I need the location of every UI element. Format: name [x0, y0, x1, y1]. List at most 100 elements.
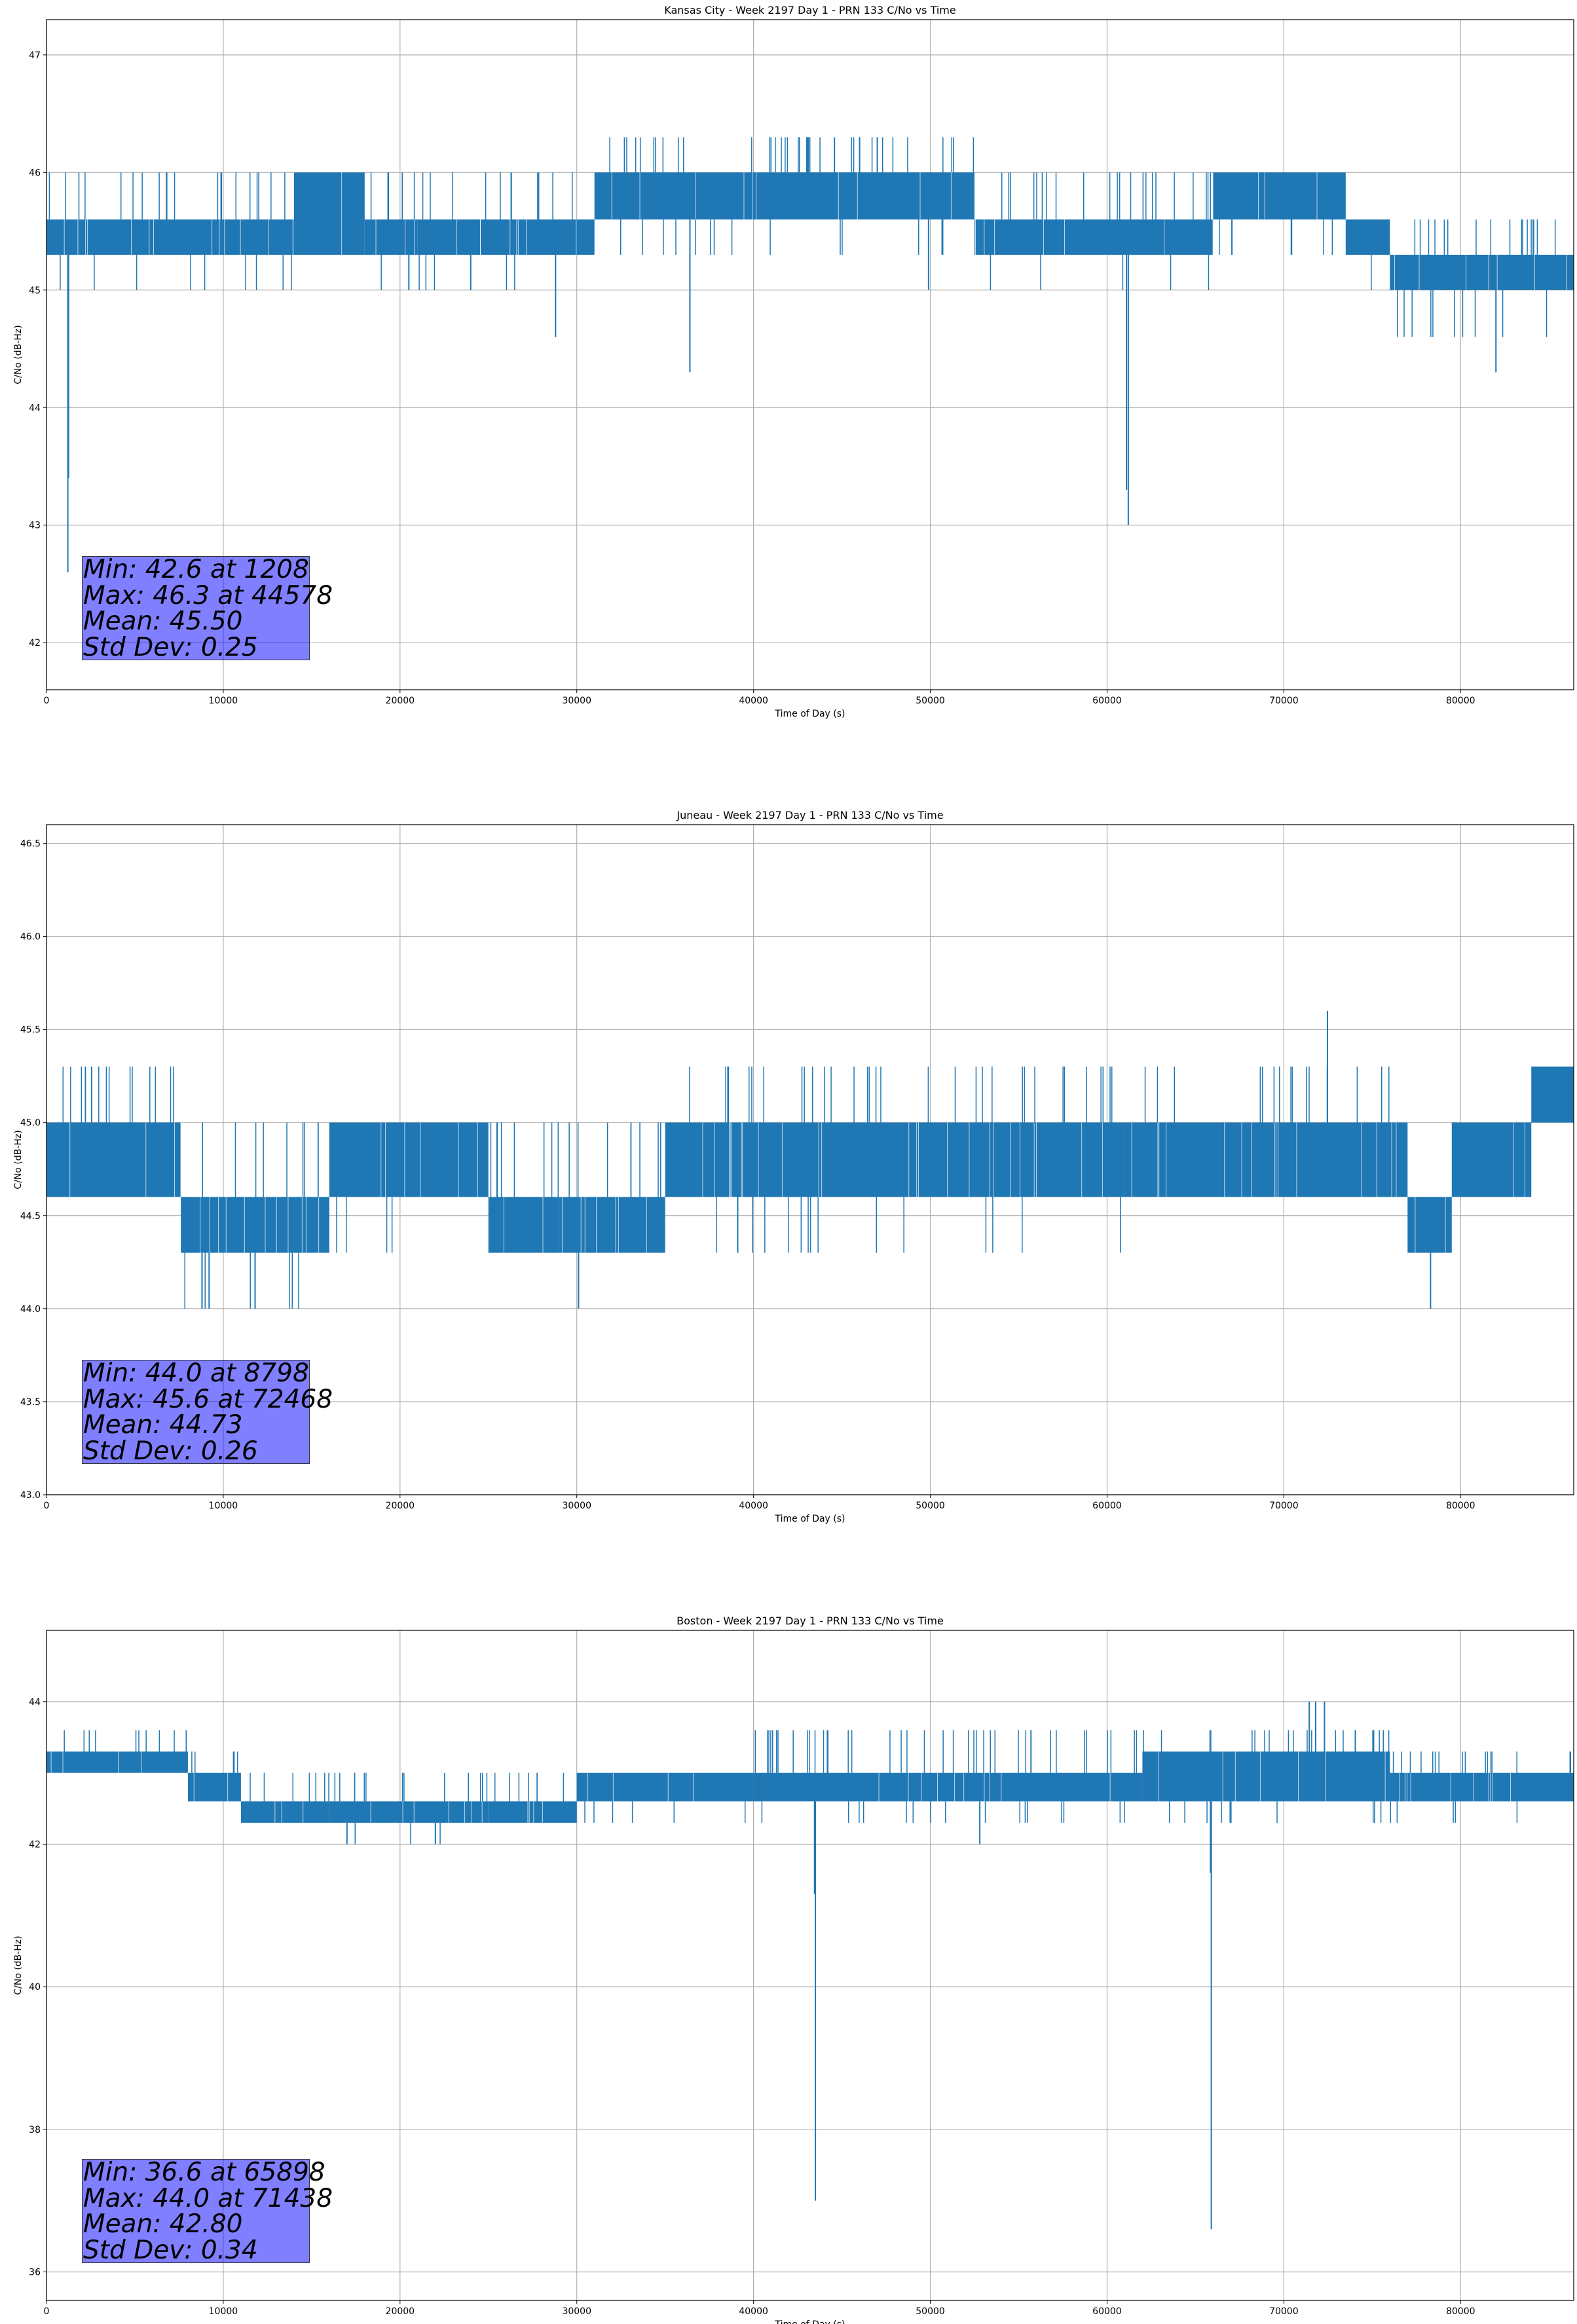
series-band: [753, 1772, 1143, 1802]
stats-stddev: Std Dev: 0.25: [83, 632, 258, 662]
x-tick-label: 80000: [1446, 2306, 1475, 2317]
x-tick-label: 80000: [1446, 696, 1475, 706]
stats-min: Min: 42.6 at 1208: [83, 555, 309, 584]
x-tick-label: 30000: [562, 696, 591, 706]
series-band: [1345, 219, 1390, 255]
series-band: [181, 1197, 329, 1253]
stats-min: Min: 44.0 at 8798: [83, 1359, 309, 1388]
series-band: [46, 219, 223, 255]
stats-box-kansas-city: Min: 42.6 at 1208 Max: 46.3 at 44578 Mea…: [82, 555, 333, 662]
plot-frame: [46, 824, 1574, 1495]
series-band: [1531, 1066, 1574, 1123]
series-band: [1124, 1122, 1408, 1197]
stats-mean: Mean: 42.80: [83, 2209, 243, 2239]
y-tick-label: 46: [29, 168, 41, 178]
y-tick-label: 47: [29, 50, 41, 61]
x-tick-label: 60000: [1092, 1501, 1122, 1511]
x-tick-label: 80000: [1446, 1501, 1475, 1511]
stats-box-juneau: Min: 44.0 at 8798 Max: 45.6 at 72468 Mea…: [82, 1359, 333, 1466]
series-band: [329, 1122, 489, 1197]
y-tick-label: 45.5: [20, 1025, 41, 1036]
y-tick-label: 43: [29, 521, 41, 531]
series-band: [223, 219, 294, 255]
y-tick-label: 43.5: [20, 1397, 41, 1408]
x-tick-label: 10000: [209, 2306, 238, 2317]
x-axis-label: Time of Day (s): [775, 2319, 845, 2324]
series-band: [240, 1801, 329, 1823]
stats-max: Max: 45.6 at 72468: [83, 1384, 333, 1414]
series-group: [46, 1701, 1574, 2230]
x-axis-label: Time of Day (s): [775, 709, 845, 719]
series-band: [293, 172, 365, 255]
x-tick-label: 70000: [1269, 2306, 1299, 2317]
series-band: [46, 1122, 181, 1197]
x-tick-label: 60000: [1092, 2306, 1122, 2317]
stats-stddev: Std Dev: 0.26: [83, 1436, 258, 1466]
x-tick-label: 70000: [1269, 696, 1299, 706]
y-tick-label: 46.5: [20, 838, 41, 849]
y-tick-label: 40: [29, 1982, 41, 1993]
x-tick-label: 20000: [386, 2306, 415, 2317]
chart-panel-boston: Boston - Week 2197 Day 1 - PRN 133 C/No …: [0, 1550, 1577, 2324]
y-axis-label: C/No (dB-Hz): [13, 1130, 24, 1189]
y-axis-label: C/No (dB-Hz): [13, 1936, 24, 1995]
stats-max: Max: 44.0 at 71438: [83, 2183, 333, 2213]
chart-title: Juneau - Week 2197 Day 1 - PRN 133 C/No …: [676, 809, 943, 821]
y-tick-label: 42: [29, 638, 41, 648]
y-axis-label: C/No (dB-Hz): [13, 325, 24, 384]
series-group: [46, 1011, 1574, 1309]
series-band: [329, 1801, 489, 1823]
x-tick-label: 50000: [916, 1501, 945, 1511]
x-tick-label: 40000: [739, 2306, 768, 2317]
series-band: [187, 1772, 241, 1802]
series-band: [488, 1197, 559, 1253]
y-tick-label: 44.0: [20, 1304, 41, 1315]
stats-max: Max: 46.3 at 44578: [83, 580, 333, 610]
x-tick-label: 30000: [562, 2306, 591, 2317]
chart-svg-boston: Boston - Week 2197 Day 1 - PRN 133 C/No …: [13, 1615, 1574, 2324]
chart-panel-kansas-city: Kansas City - Week 2197 Day 1 - PRN 133 …: [0, 0, 1577, 775]
x-axis-label: Time of Day (s): [775, 1514, 845, 1524]
x-tick-label: 40000: [739, 696, 768, 706]
x-tick-label: 20000: [386, 1501, 415, 1511]
x-tick-label: 0: [44, 1501, 50, 1511]
x-tick-label: 10000: [209, 1501, 238, 1511]
x-tick-label: 10000: [209, 696, 238, 706]
series-group: [46, 137, 1574, 572]
plot-frame: [46, 19, 1574, 690]
x-tick-label: 40000: [739, 1501, 768, 1511]
y-tick-label: 44.5: [20, 1211, 41, 1222]
series-band: [594, 172, 975, 220]
series-band: [1451, 1122, 1532, 1197]
series-band: [417, 219, 595, 255]
x-tick-label: 0: [44, 2306, 50, 2317]
y-tick-label: 36: [29, 2267, 41, 2277]
grid-lines: [46, 20, 1574, 690]
y-tick-label: 46.0: [20, 932, 41, 943]
chart-title: Boston - Week 2197 Day 1 - PRN 133 C/No …: [677, 1615, 944, 1627]
series-band: [364, 219, 418, 255]
y-tick-label: 44: [29, 403, 41, 413]
y-tick-label: 43.0: [20, 1490, 41, 1501]
chart-panel-juneau: Juneau - Week 2197 Day 1 - PRN 133 C/No …: [0, 775, 1577, 1550]
series-band: [576, 1772, 754, 1802]
series-band: [1142, 1752, 1390, 1802]
x-tick-label: 0: [44, 696, 50, 706]
y-tick-label: 45.0: [20, 1118, 41, 1129]
x-tick-label: 20000: [386, 696, 415, 706]
series-band: [46, 1752, 188, 1773]
y-tick-label: 45: [29, 286, 41, 296]
y-tick-label: 38: [29, 2125, 41, 2135]
x-tick-label: 70000: [1269, 1501, 1299, 1511]
plot-frame: [46, 1630, 1574, 2301]
stats-box-boston: Min: 36.6 at 65898 Max: 44.0 at 71438 Me…: [82, 2158, 333, 2265]
chart-title: Kansas City - Week 2197 Day 1 - PRN 133 …: [664, 4, 955, 16]
x-tick-label: 60000: [1092, 696, 1122, 706]
stats-stddev: Std Dev: 0.34: [83, 2235, 258, 2265]
series-band: [488, 1801, 577, 1823]
chart-svg-kansas-city: Kansas City - Week 2197 Day 1 - PRN 133 …: [13, 4, 1574, 719]
stats-mean: Mean: 44.73: [83, 1410, 243, 1440]
series-band: [1213, 172, 1346, 220]
x-tick-label: 50000: [916, 696, 945, 706]
stats-min: Min: 36.6 at 65898: [83, 2158, 325, 2187]
